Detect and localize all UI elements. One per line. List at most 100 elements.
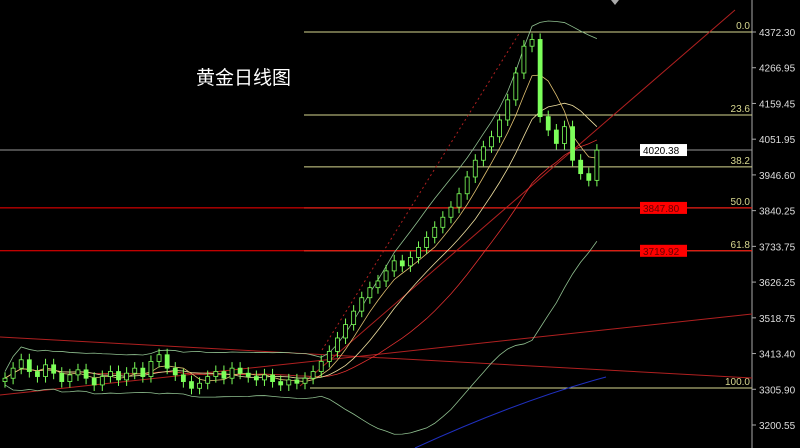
candle-body [351, 310, 357, 325]
channel-line [321, 31, 521, 351]
candle-body [521, 45, 527, 74]
candle-body [326, 350, 332, 362]
long-moving-average [414, 376, 607, 448]
candle-body [67, 374, 73, 382]
fib-level-label: 50.0 [731, 197, 751, 208]
candle-body [245, 372, 251, 377]
candle-body [578, 159, 584, 175]
candle-body [116, 371, 121, 381]
candle-body [594, 149, 600, 181]
candle-body [99, 376, 105, 386]
fib-level-label: 100.0 [725, 377, 750, 388]
y-tick-label: 3200.55 [759, 421, 796, 432]
candle-body [221, 371, 227, 379]
candle-body [140, 367, 146, 377]
y-tick-label: 4266.95 [759, 64, 796, 75]
candle-body [335, 337, 340, 352]
candle-body [497, 119, 502, 138]
candle-body [310, 371, 316, 379]
candle-body [262, 374, 267, 381]
candle-body [464, 176, 470, 195]
candle-body [570, 126, 575, 161]
candle-body [505, 99, 511, 121]
chart-title: 黄金日线图 [196, 67, 292, 89]
candle-body [83, 369, 89, 379]
candle-body [18, 359, 24, 369]
candle-body [302, 377, 308, 384]
candle-body [164, 354, 170, 369]
candle-body [108, 371, 113, 377]
candle-body [375, 280, 381, 289]
y-tick-label: 4159.45 [759, 99, 796, 110]
fib-level-label: 38.2 [731, 156, 751, 167]
candle-body [472, 159, 478, 178]
candle-body [424, 236, 430, 248]
candle-body [278, 381, 284, 386]
candle-body [51, 364, 57, 374]
fib-level-label: 61.8 [731, 240, 751, 251]
ma-mid [4, 102, 598, 379]
y-tick-label: 3626.25 [759, 278, 796, 289]
y-tick-label: 3518.75 [759, 314, 796, 325]
scroll-marker-icon [611, 0, 619, 5]
candle-body [132, 367, 138, 374]
trendline [0, 313, 753, 396]
candle-body [197, 382, 202, 389]
candle-body [529, 39, 535, 47]
candle-body [359, 297, 365, 312]
bollinger-lower [4, 240, 598, 435]
ma-slow [4, 139, 598, 379]
candle-body [480, 146, 486, 161]
y-tick-label: 3840.25 [759, 207, 796, 218]
candle-body [286, 379, 292, 386]
candle-body [432, 226, 438, 238]
candle-body [562, 126, 567, 144]
candle-body [537, 39, 543, 118]
y-tick-label: 4372.30 [759, 28, 796, 39]
y-tick-label: 3946.60 [759, 171, 796, 182]
candle-body [59, 372, 65, 382]
y-tick-label: 3305.90 [759, 385, 796, 396]
trendline [0, 336, 753, 379]
candle-body [35, 371, 40, 377]
candle-body [367, 287, 373, 299]
candle-body [440, 216, 446, 228]
candle-body [156, 354, 162, 362]
fib-level-label: 0.0 [736, 21, 750, 32]
candle-body [180, 374, 186, 382]
candle-body [43, 364, 48, 377]
fib-level-label: 23.6 [731, 104, 751, 115]
candle-body [75, 369, 81, 376]
candle-body [172, 367, 178, 376]
price-tag-label: 3719.92 [643, 247, 680, 258]
candle-body [213, 371, 219, 377]
trendline [299, 9, 736, 387]
y-tick-label: 4051.95 [759, 135, 796, 146]
candle-body [408, 257, 413, 267]
candle-body [553, 129, 559, 144]
price-tag [640, 201, 687, 214]
current-price-tag [640, 144, 687, 157]
candle-body [253, 376, 259, 381]
current-price-label: 4020.38 [643, 146, 680, 157]
bollinger-upper [4, 20, 598, 372]
candle-body [26, 359, 32, 372]
candle-body [124, 372, 130, 381]
y-tick-label: 3733.75 [759, 242, 796, 253]
price-tag [640, 244, 687, 257]
candle-body [294, 379, 300, 384]
y-tick-label: 3413.40 [759, 350, 796, 361]
candle-body [10, 367, 16, 379]
candle-body [586, 173, 592, 181]
candle-body [343, 324, 348, 339]
candle-body [391, 260, 397, 272]
candle-body [2, 377, 8, 382]
candle-body [318, 361, 324, 372]
candle-body [456, 193, 462, 208]
candle-body [513, 72, 519, 101]
candle-body [489, 136, 494, 148]
candle-body [229, 367, 235, 379]
candle-body [416, 247, 421, 258]
